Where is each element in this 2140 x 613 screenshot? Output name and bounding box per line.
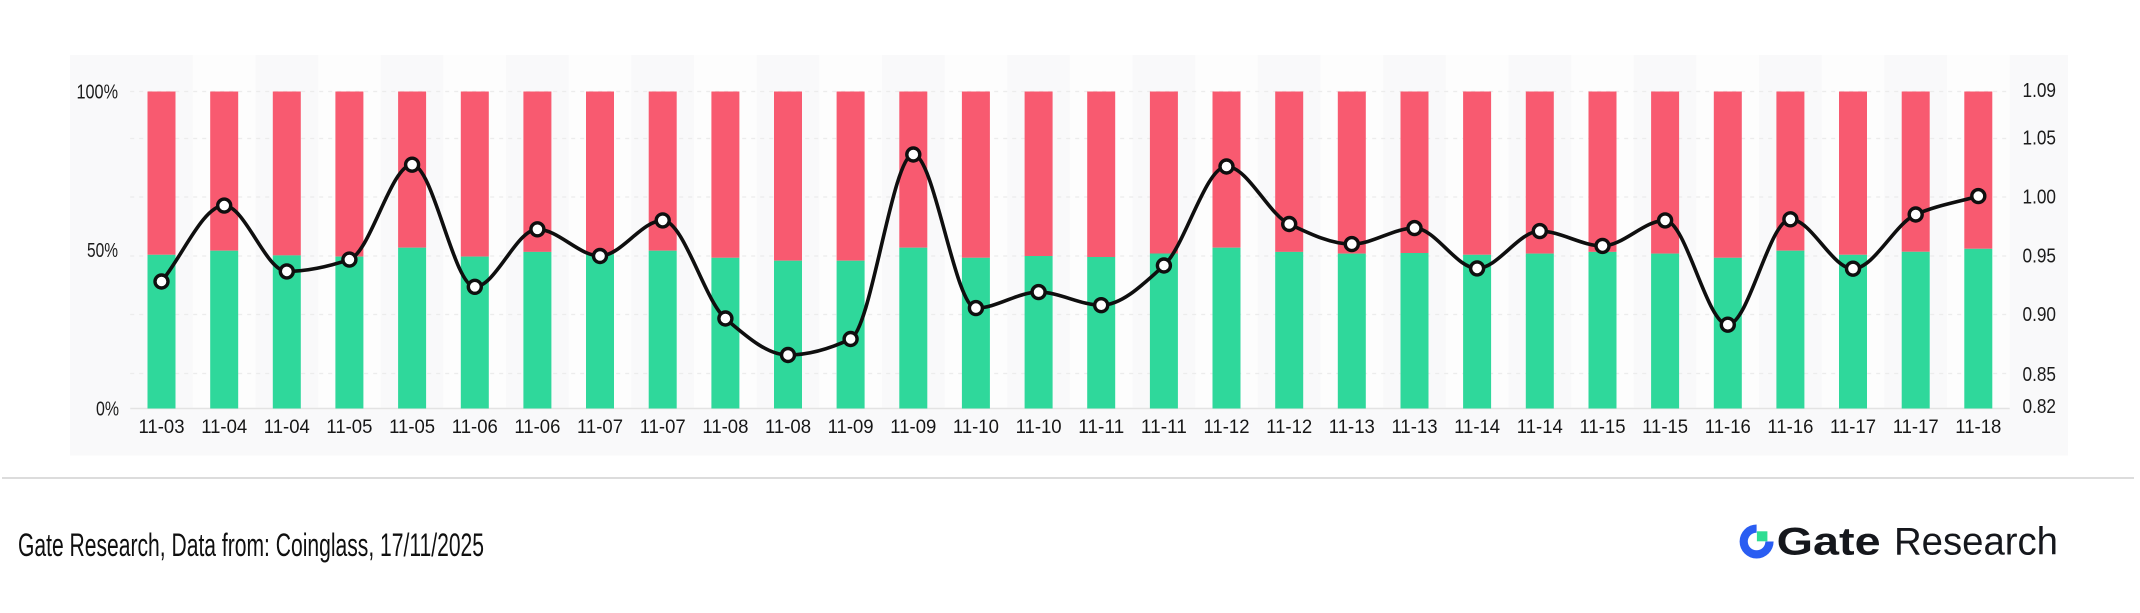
svg-text:11-16: 11-16 xyxy=(1705,416,1751,438)
svg-text:11-13: 11-13 xyxy=(1392,416,1438,438)
svg-text:11-10: 11-10 xyxy=(953,416,999,438)
svg-text:0%: 0% xyxy=(96,398,119,421)
svg-text:11-15: 11-15 xyxy=(1580,416,1626,438)
svg-text:0.90: 0.90 xyxy=(2023,303,2057,326)
svg-text:1.09: 1.09 xyxy=(2023,79,2057,102)
svg-text:Gate: Gate xyxy=(1777,521,1881,564)
svg-text:11-11: 11-11 xyxy=(1141,416,1187,438)
svg-text:11-16: 11-16 xyxy=(1767,416,1813,438)
svg-text:11-03: 11-03 xyxy=(139,416,185,438)
svg-text:11-17: 11-17 xyxy=(1830,416,1876,438)
svg-text:11-09: 11-09 xyxy=(890,416,936,438)
svg-text:1.05: 1.05 xyxy=(2023,127,2057,150)
svg-text:11-12: 11-12 xyxy=(1204,416,1250,438)
svg-text:11-04: 11-04 xyxy=(264,416,310,438)
svg-text:11-06: 11-06 xyxy=(514,416,560,438)
svg-text:11-18: 11-18 xyxy=(1955,416,2001,438)
svg-text:100%: 100% xyxy=(77,81,119,104)
svg-text:Gate Research, Data from: Coin: Gate Research, Data from: Coinglass, 17/… xyxy=(18,527,484,563)
svg-text:11-07: 11-07 xyxy=(640,416,686,438)
svg-text:11-04: 11-04 xyxy=(201,416,247,438)
svg-text:11-08: 11-08 xyxy=(702,416,748,438)
svg-text:11-13: 11-13 xyxy=(1329,416,1375,438)
svg-text:11-09: 11-09 xyxy=(828,416,874,438)
svg-text:0.82: 0.82 xyxy=(2023,395,2057,418)
svg-text:11-14: 11-14 xyxy=(1517,416,1563,438)
svg-text:11-12: 11-12 xyxy=(1266,416,1312,438)
svg-text:11-15: 11-15 xyxy=(1642,416,1688,438)
svg-text:1.00: 1.00 xyxy=(2023,186,2057,209)
svg-text:11-05: 11-05 xyxy=(326,416,372,438)
svg-text:0.95: 0.95 xyxy=(2023,245,2057,268)
svg-text:50%: 50% xyxy=(87,239,118,262)
svg-text:11-11: 11-11 xyxy=(1078,416,1124,438)
svg-text:0.85: 0.85 xyxy=(2023,363,2057,386)
svg-text:11-06: 11-06 xyxy=(452,416,498,438)
svg-text:11-05: 11-05 xyxy=(389,416,435,438)
svg-text:11-10: 11-10 xyxy=(1016,416,1062,438)
svg-text:11-07: 11-07 xyxy=(577,416,623,438)
svg-text:11-14: 11-14 xyxy=(1454,416,1500,438)
svg-text:11-08: 11-08 xyxy=(765,416,811,438)
svg-text:11-17: 11-17 xyxy=(1893,416,1939,438)
svg-text:Research: Research xyxy=(1894,521,2058,564)
